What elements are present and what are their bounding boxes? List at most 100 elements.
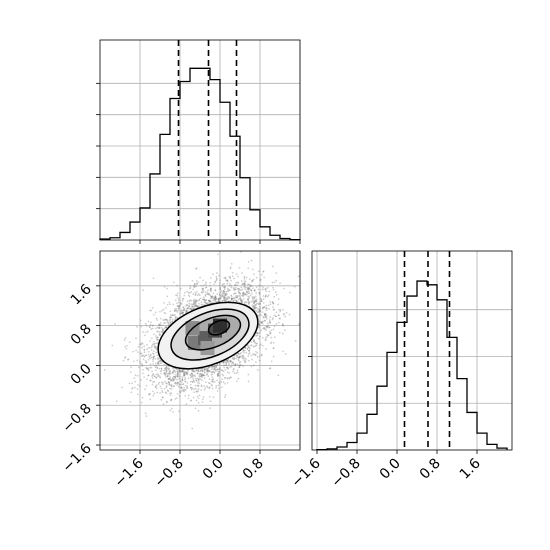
scatter-point bbox=[172, 385, 175, 388]
scatter-point bbox=[229, 360, 232, 363]
scatter-point bbox=[222, 290, 225, 293]
scatter-point bbox=[184, 380, 187, 383]
scatter-point bbox=[177, 307, 180, 310]
scatter-point bbox=[264, 312, 266, 315]
scatter-point bbox=[182, 306, 185, 309]
scatter-point bbox=[211, 365, 214, 367]
scatter-point bbox=[180, 301, 182, 304]
scatter-point bbox=[164, 312, 167, 315]
scatter-point bbox=[220, 380, 223, 383]
scatter-point bbox=[215, 298, 218, 300]
scatter-point bbox=[197, 388, 200, 390]
scatter-point bbox=[198, 298, 201, 301]
scatter-point bbox=[194, 300, 197, 303]
scatter-point bbox=[186, 373, 189, 376]
scatter-point bbox=[214, 300, 216, 303]
scatter-point bbox=[195, 280, 198, 282]
scatter-point bbox=[256, 334, 259, 337]
scatter-point bbox=[193, 300, 196, 303]
scatter-point bbox=[182, 308, 185, 311]
scatter-point bbox=[228, 297, 231, 299]
scatter-point bbox=[266, 335, 268, 338]
scatter-point bbox=[227, 290, 230, 292]
scatter-point bbox=[221, 293, 223, 296]
scatter-point bbox=[257, 310, 260, 313]
scatter-point bbox=[253, 353, 256, 356]
scatter-point bbox=[153, 333, 155, 336]
scatter-point bbox=[270, 341, 273, 344]
scatter-point bbox=[255, 361, 257, 363]
scatter-point bbox=[195, 369, 198, 372]
scatter-point bbox=[176, 372, 179, 374]
scatter-point bbox=[225, 291, 228, 293]
scatter-point bbox=[165, 382, 168, 385]
scatter-point bbox=[163, 372, 166, 374]
scatter-point bbox=[239, 360, 242, 363]
scatter-point bbox=[226, 289, 229, 291]
scatter-point bbox=[258, 310, 261, 312]
scatter-point bbox=[230, 284, 232, 287]
scatter-point bbox=[198, 373, 201, 375]
scatter-point bbox=[157, 330, 159, 333]
scatter-point bbox=[245, 293, 248, 296]
scatter-point bbox=[247, 353, 250, 355]
scatter-point bbox=[127, 358, 129, 361]
scatter-point bbox=[184, 389, 187, 391]
scatter-point bbox=[198, 299, 201, 302]
scatter-point bbox=[178, 305, 180, 308]
scatter-point bbox=[181, 376, 184, 378]
scatter-point bbox=[238, 355, 241, 358]
scatter-point bbox=[149, 392, 152, 395]
scatter-point bbox=[250, 301, 253, 303]
scatter-point bbox=[221, 292, 224, 294]
scatter-point bbox=[157, 361, 160, 364]
scatter-point bbox=[156, 366, 159, 369]
scatter-point bbox=[203, 368, 206, 370]
scatter-point bbox=[248, 278, 251, 280]
scatter-point bbox=[135, 337, 137, 340]
scatter-point bbox=[215, 300, 218, 303]
scatter-point bbox=[236, 296, 239, 298]
scatter-point bbox=[254, 304, 257, 306]
scatter-point bbox=[277, 314, 280, 317]
scatter-point bbox=[197, 380, 200, 382]
scatter-point bbox=[169, 319, 171, 322]
scatter-point bbox=[213, 367, 216, 370]
scatter-point bbox=[246, 298, 249, 301]
scatter-point bbox=[265, 336, 267, 339]
scatter-point bbox=[261, 306, 264, 309]
scatter-point bbox=[168, 384, 171, 386]
scatter-point bbox=[254, 353, 257, 356]
scatter-point bbox=[177, 304, 180, 307]
scatter-point bbox=[147, 368, 149, 370]
scatter-point bbox=[266, 333, 268, 336]
scatter-point bbox=[305, 292, 307, 294]
scatter-point bbox=[205, 302, 208, 305]
scatter-point bbox=[152, 358, 154, 361]
scatter-point bbox=[248, 287, 251, 289]
scatter-point bbox=[169, 310, 172, 313]
scatter-point bbox=[174, 376, 177, 378]
scatter-point bbox=[211, 378, 214, 381]
scatter-point bbox=[189, 399, 192, 402]
scatter-point bbox=[204, 299, 206, 302]
scatter-point bbox=[187, 371, 189, 374]
scatter-point bbox=[152, 360, 154, 363]
scatter-point bbox=[183, 307, 186, 310]
scatter-point bbox=[228, 361, 230, 364]
scatter-point bbox=[217, 372, 220, 374]
scatter-point bbox=[194, 282, 196, 285]
scatter-point bbox=[218, 297, 221, 300]
scatter-point bbox=[228, 296, 231, 299]
scatter-point bbox=[174, 373, 177, 376]
scatter-point bbox=[239, 299, 242, 302]
scatter-point bbox=[173, 376, 176, 378]
scatter-point bbox=[184, 305, 187, 307]
scatter-point bbox=[220, 290, 223, 292]
scatter-point bbox=[212, 273, 214, 276]
scatter-point bbox=[168, 382, 171, 385]
scatter-point bbox=[192, 293, 195, 296]
scatter-point bbox=[162, 319, 165, 321]
scatter-point bbox=[220, 296, 223, 298]
